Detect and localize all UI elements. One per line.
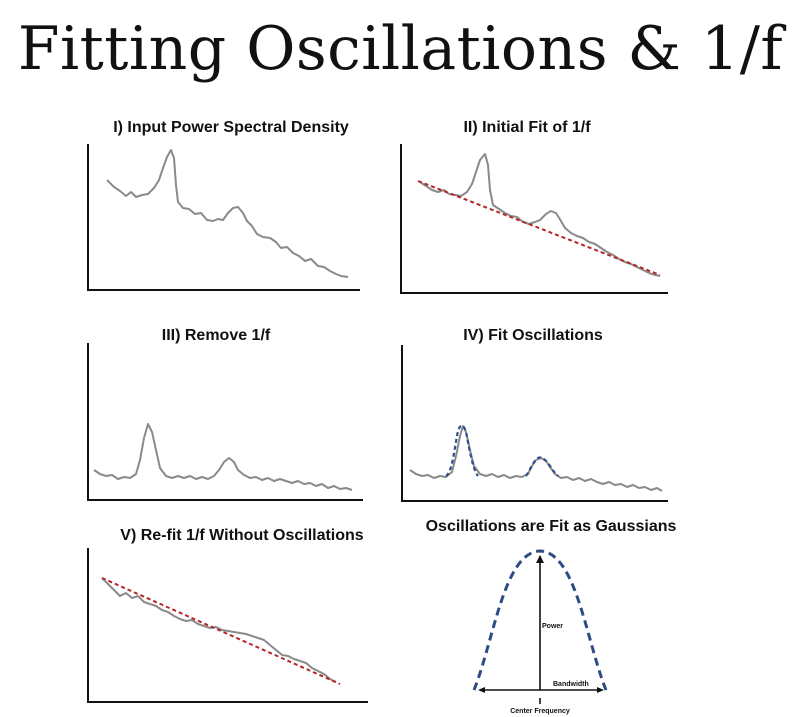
axes-fit-oscillations (401, 345, 668, 502)
psd-curve-input (106, 149, 349, 278)
panel-title-gaussian: Oscillations are Fit as Gaussians (426, 518, 677, 535)
fit-1f-refit (101, 577, 341, 685)
psd-curve-oscillations (409, 425, 663, 492)
panel-initial-fit: II) Initial Fit of 1/f (400, 119, 668, 294)
panel-input-psd: I) Input Power Spectral Density (87, 119, 360, 291)
panel-gaussian-schematic: Oscillations are Fit as Gaussians Power … (426, 518, 677, 715)
panel-refit-1f: V) Re-fit 1/f Without Oscillations (87, 527, 368, 703)
panel-title-remove-1f: III) Remove 1/f (162, 327, 271, 344)
panel-title-initial-fit: II) Initial Fit of 1/f (463, 119, 591, 136)
bandwidth-arrowhead-right (597, 687, 604, 693)
center-frequency-label: Center Frequency (510, 708, 570, 715)
axes-input-psd (87, 144, 360, 291)
axes-remove-1f (87, 343, 363, 501)
axes-initial-fit (400, 144, 668, 294)
psd-curve-initial-fit (419, 153, 661, 277)
page-title: Fitting Oscillations & 1/f (17, 14, 784, 84)
gaussian-fit-peak-1 (445, 424, 479, 477)
bandwidth-arrowhead-left (478, 687, 485, 693)
panel-title-fit-oscillations: IV) Fit Oscillations (463, 327, 603, 344)
panel-fit-oscillations: IV) Fit Oscillations (401, 327, 668, 502)
psd-curve-flattened (93, 423, 353, 491)
gaussian-outline (472, 549, 608, 691)
fit-1f-initial (417, 180, 661, 276)
panel-title-input-psd: I) Input Power Spectral Density (113, 119, 349, 136)
panel-title-refit-1f: V) Re-fit 1/f Without Oscillations (120, 527, 364, 544)
psd-curve-refit (101, 577, 337, 683)
bandwidth-label: Bandwidth (553, 681, 589, 688)
panel-remove-1f: III) Remove 1/f (87, 327, 363, 501)
power-arrowhead (536, 555, 544, 563)
axes-refit-1f (87, 548, 368, 703)
gaussian-fit-peak-2 (525, 456, 559, 477)
power-label: Power (542, 623, 563, 630)
